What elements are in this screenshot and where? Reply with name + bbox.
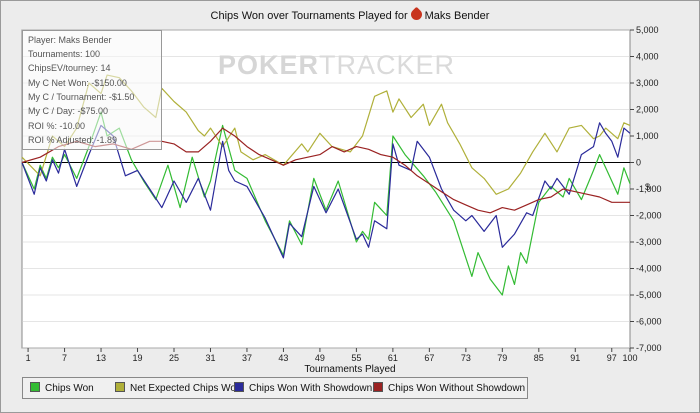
x-tick-label: 37 [242,353,252,363]
legend-item-net-expected: Net Expected Chips Won [115,382,242,394]
stat-net-won: My C Net Won: -$150.00 [28,78,127,88]
y-axis-ticks: 5,000 4,000 3,000 2,000 1,000 0 -1,000 -2,000 -3… [630,25,662,353]
x-tick-label: 91 [570,353,580,363]
stat-chips-ev: ChipsEV/tourney: 14 [28,63,111,73]
y-tick-label: -7,000 [636,343,662,353]
x-tick-label: 49 [315,353,325,363]
x-tick-label: 1 [26,353,31,363]
gridlines [22,29,630,349]
y-tick-label: 3,000 [636,78,659,88]
legend-swatch [234,382,244,392]
y-tick-label: -1,000 [636,184,662,194]
chart-title: Chips Won over Tournaments Played for Mak… [0,6,700,23]
legend-item-without-showdown: Chips Won Without Showdown [373,382,525,394]
x-tick-label: 25 [169,353,179,363]
stat-tournaments: Tournaments: 100 [28,49,101,59]
y-tick-label: 0 [636,158,641,168]
y-tick-label: 1,000 [636,131,659,141]
x-tick-label: 85 [534,353,544,363]
stats-box: Player: Maks Bender Tournaments: 100 Chi… [22,30,162,150]
y-tick-label: 4,000 [636,52,659,62]
x-axis-ticks: 1 7 13 19 25 31 37 43 49 55 61 67 73 79 85 91 97 100 [26,348,638,363]
legend-swatch [30,382,40,392]
x-tick-label: 13 [96,353,106,363]
y-tick-label: -2,000 [636,211,662,221]
y-axis-unit: $ [645,182,650,192]
legend-item-with-showdown: Chips Won With Showdown [234,382,372,394]
stat-per-day: My C / Day: -$75.00 [28,106,109,116]
legend-swatch [115,382,125,392]
y-tick-label: -3,000 [636,237,662,247]
stat-roi: ROI %: -10.00 [28,121,86,131]
pokertracker-watermark: POKERTRACKER [218,50,456,80]
legend: Chips Won Net Expected Chips Won Chips W… [22,377,528,399]
x-axis-label: Tournaments Played [304,364,396,375]
x-tick-label: 100 [622,353,637,363]
legend-item-chips-won: Chips Won [30,382,94,394]
y-tick-label: -4,000 [636,264,662,274]
y-tick-label: 5,000 [636,25,659,35]
x-tick-label: 43 [278,353,288,363]
x-tick-label: 31 [205,353,215,363]
y-tick-label: -5,000 [636,290,662,300]
x-tick-label: 79 [497,353,507,363]
stat-player: Player: Maks Bender [28,35,112,45]
x-tick-label: 61 [388,353,398,363]
stat-roi-adjusted: ROI % Adjusted: -1.89 [28,135,118,145]
y-tick-label: 2,000 [636,105,659,115]
x-tick-label: 67 [424,353,434,363]
legend-swatch [373,382,383,392]
x-tick-label: 55 [351,353,361,363]
x-tick-label: 19 [133,353,143,363]
stat-per-tournament: My C / Tournament: -$1.50 [28,92,135,102]
x-tick-label: 7 [62,353,67,363]
x-tick-label: 97 [607,353,617,363]
x-tick-label: 73 [461,353,471,363]
y-tick-label: -6,000 [636,317,662,327]
